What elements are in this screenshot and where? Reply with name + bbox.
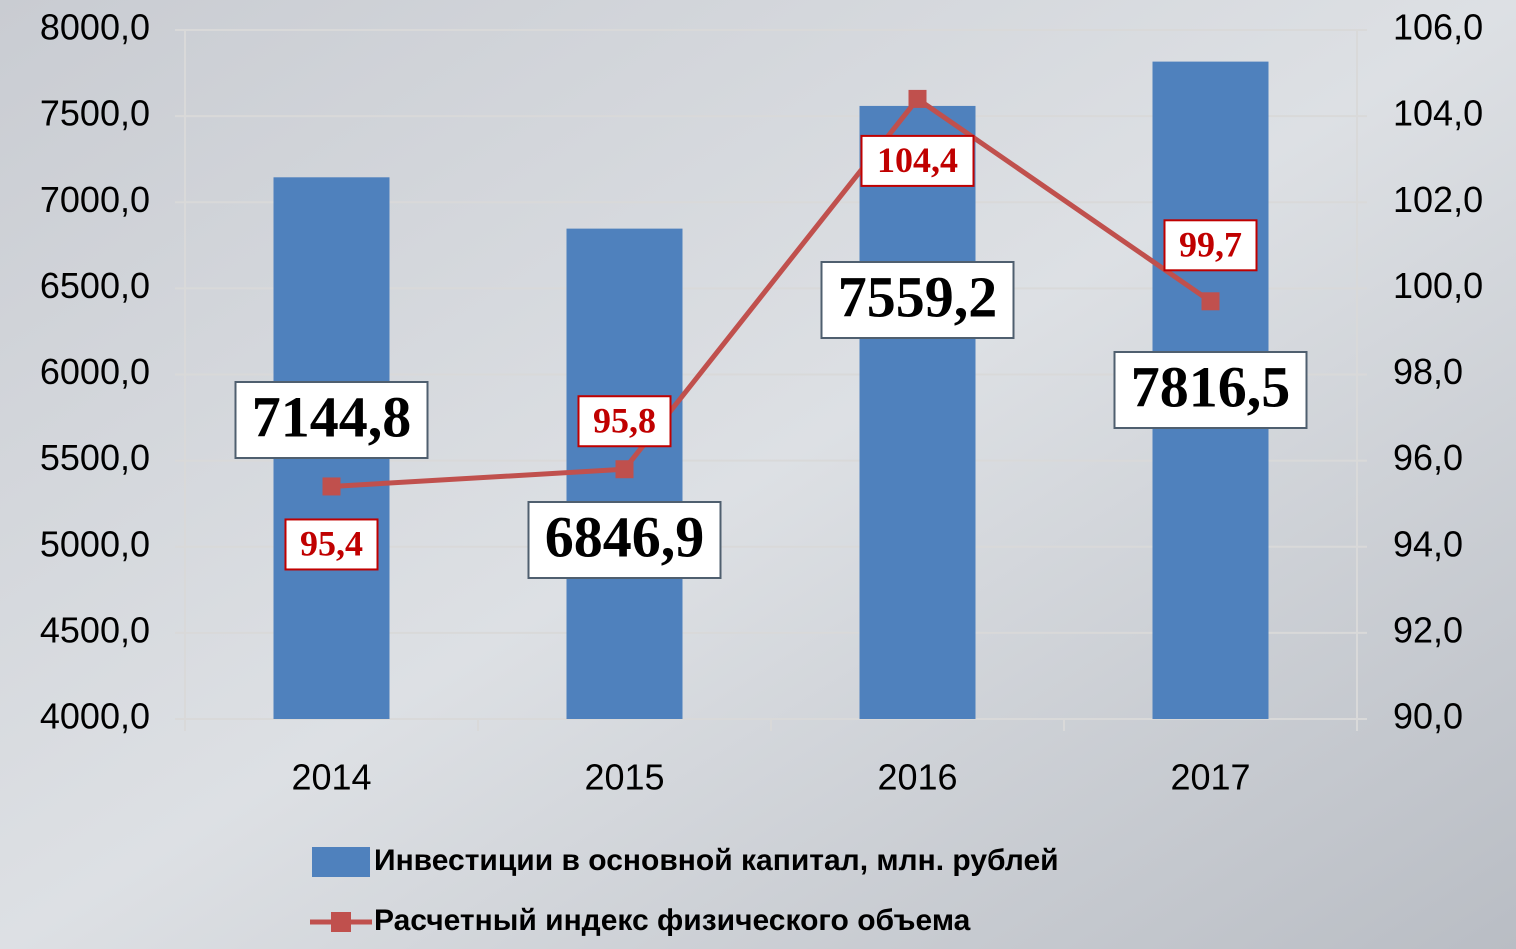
y-tick-label: 7000,0	[40, 179, 150, 220]
line-marker	[616, 460, 634, 478]
y-tick-label: 6500,0	[40, 265, 150, 306]
x-tick-label: 2017	[1170, 757, 1250, 798]
legend-swatch-marker	[331, 912, 351, 932]
y-tick-label: 4000,0	[40, 696, 150, 737]
y-tick-label: 6000,0	[40, 351, 150, 392]
x-tick-label: 2016	[877, 757, 957, 798]
y-tick-label: 8000,0	[40, 7, 150, 48]
line-value-label: 99,7	[1179, 225, 1242, 265]
line-marker	[323, 477, 341, 495]
bar-value-label: 6846,9	[545, 504, 705, 569]
line-value-label: 95,4	[300, 524, 363, 564]
y2-tick-label: 106,0	[1393, 7, 1483, 48]
bar-value-label: 7816,5	[1131, 354, 1291, 419]
line-value-label: 95,8	[593, 401, 656, 441]
legend-label: Расчетный индекс физического объема	[374, 904, 971, 937]
y-tick-label: 5000,0	[40, 523, 150, 564]
x-tick-label: 2015	[584, 757, 664, 798]
y2-tick-label: 96,0	[1393, 437, 1463, 478]
y2-tick-label: 100,0	[1393, 265, 1483, 306]
bar-value-label: 7144,8	[252, 384, 412, 449]
bar	[860, 106, 976, 719]
y-tick-label: 4500,0	[40, 609, 150, 650]
background	[0, 0, 1516, 949]
legend-label: Инвестиции в основной капитал, млн. рубл…	[374, 844, 1059, 877]
y-tick-label: 5500,0	[40, 437, 150, 478]
x-tick-label: 2014	[291, 757, 371, 798]
line-marker	[909, 90, 927, 108]
y-tick-label: 7500,0	[40, 93, 150, 134]
y2-tick-label: 102,0	[1393, 179, 1483, 220]
y2-tick-label: 98,0	[1393, 351, 1463, 392]
line-value-label: 104,4	[877, 140, 958, 180]
y2-tick-label: 90,0	[1393, 696, 1463, 737]
y2-tick-label: 92,0	[1393, 609, 1463, 650]
line-marker	[1202, 292, 1220, 310]
legend-swatch	[312, 847, 370, 877]
chart: 4000,0 4500,0 5000,0 5500,0 6000,0 6500,0 7000…	[0, 0, 1516, 949]
y2-tick-label: 104,0	[1393, 93, 1483, 134]
bar-value-label: 7559,2	[838, 264, 998, 329]
y2-tick-label: 94,0	[1393, 523, 1463, 564]
